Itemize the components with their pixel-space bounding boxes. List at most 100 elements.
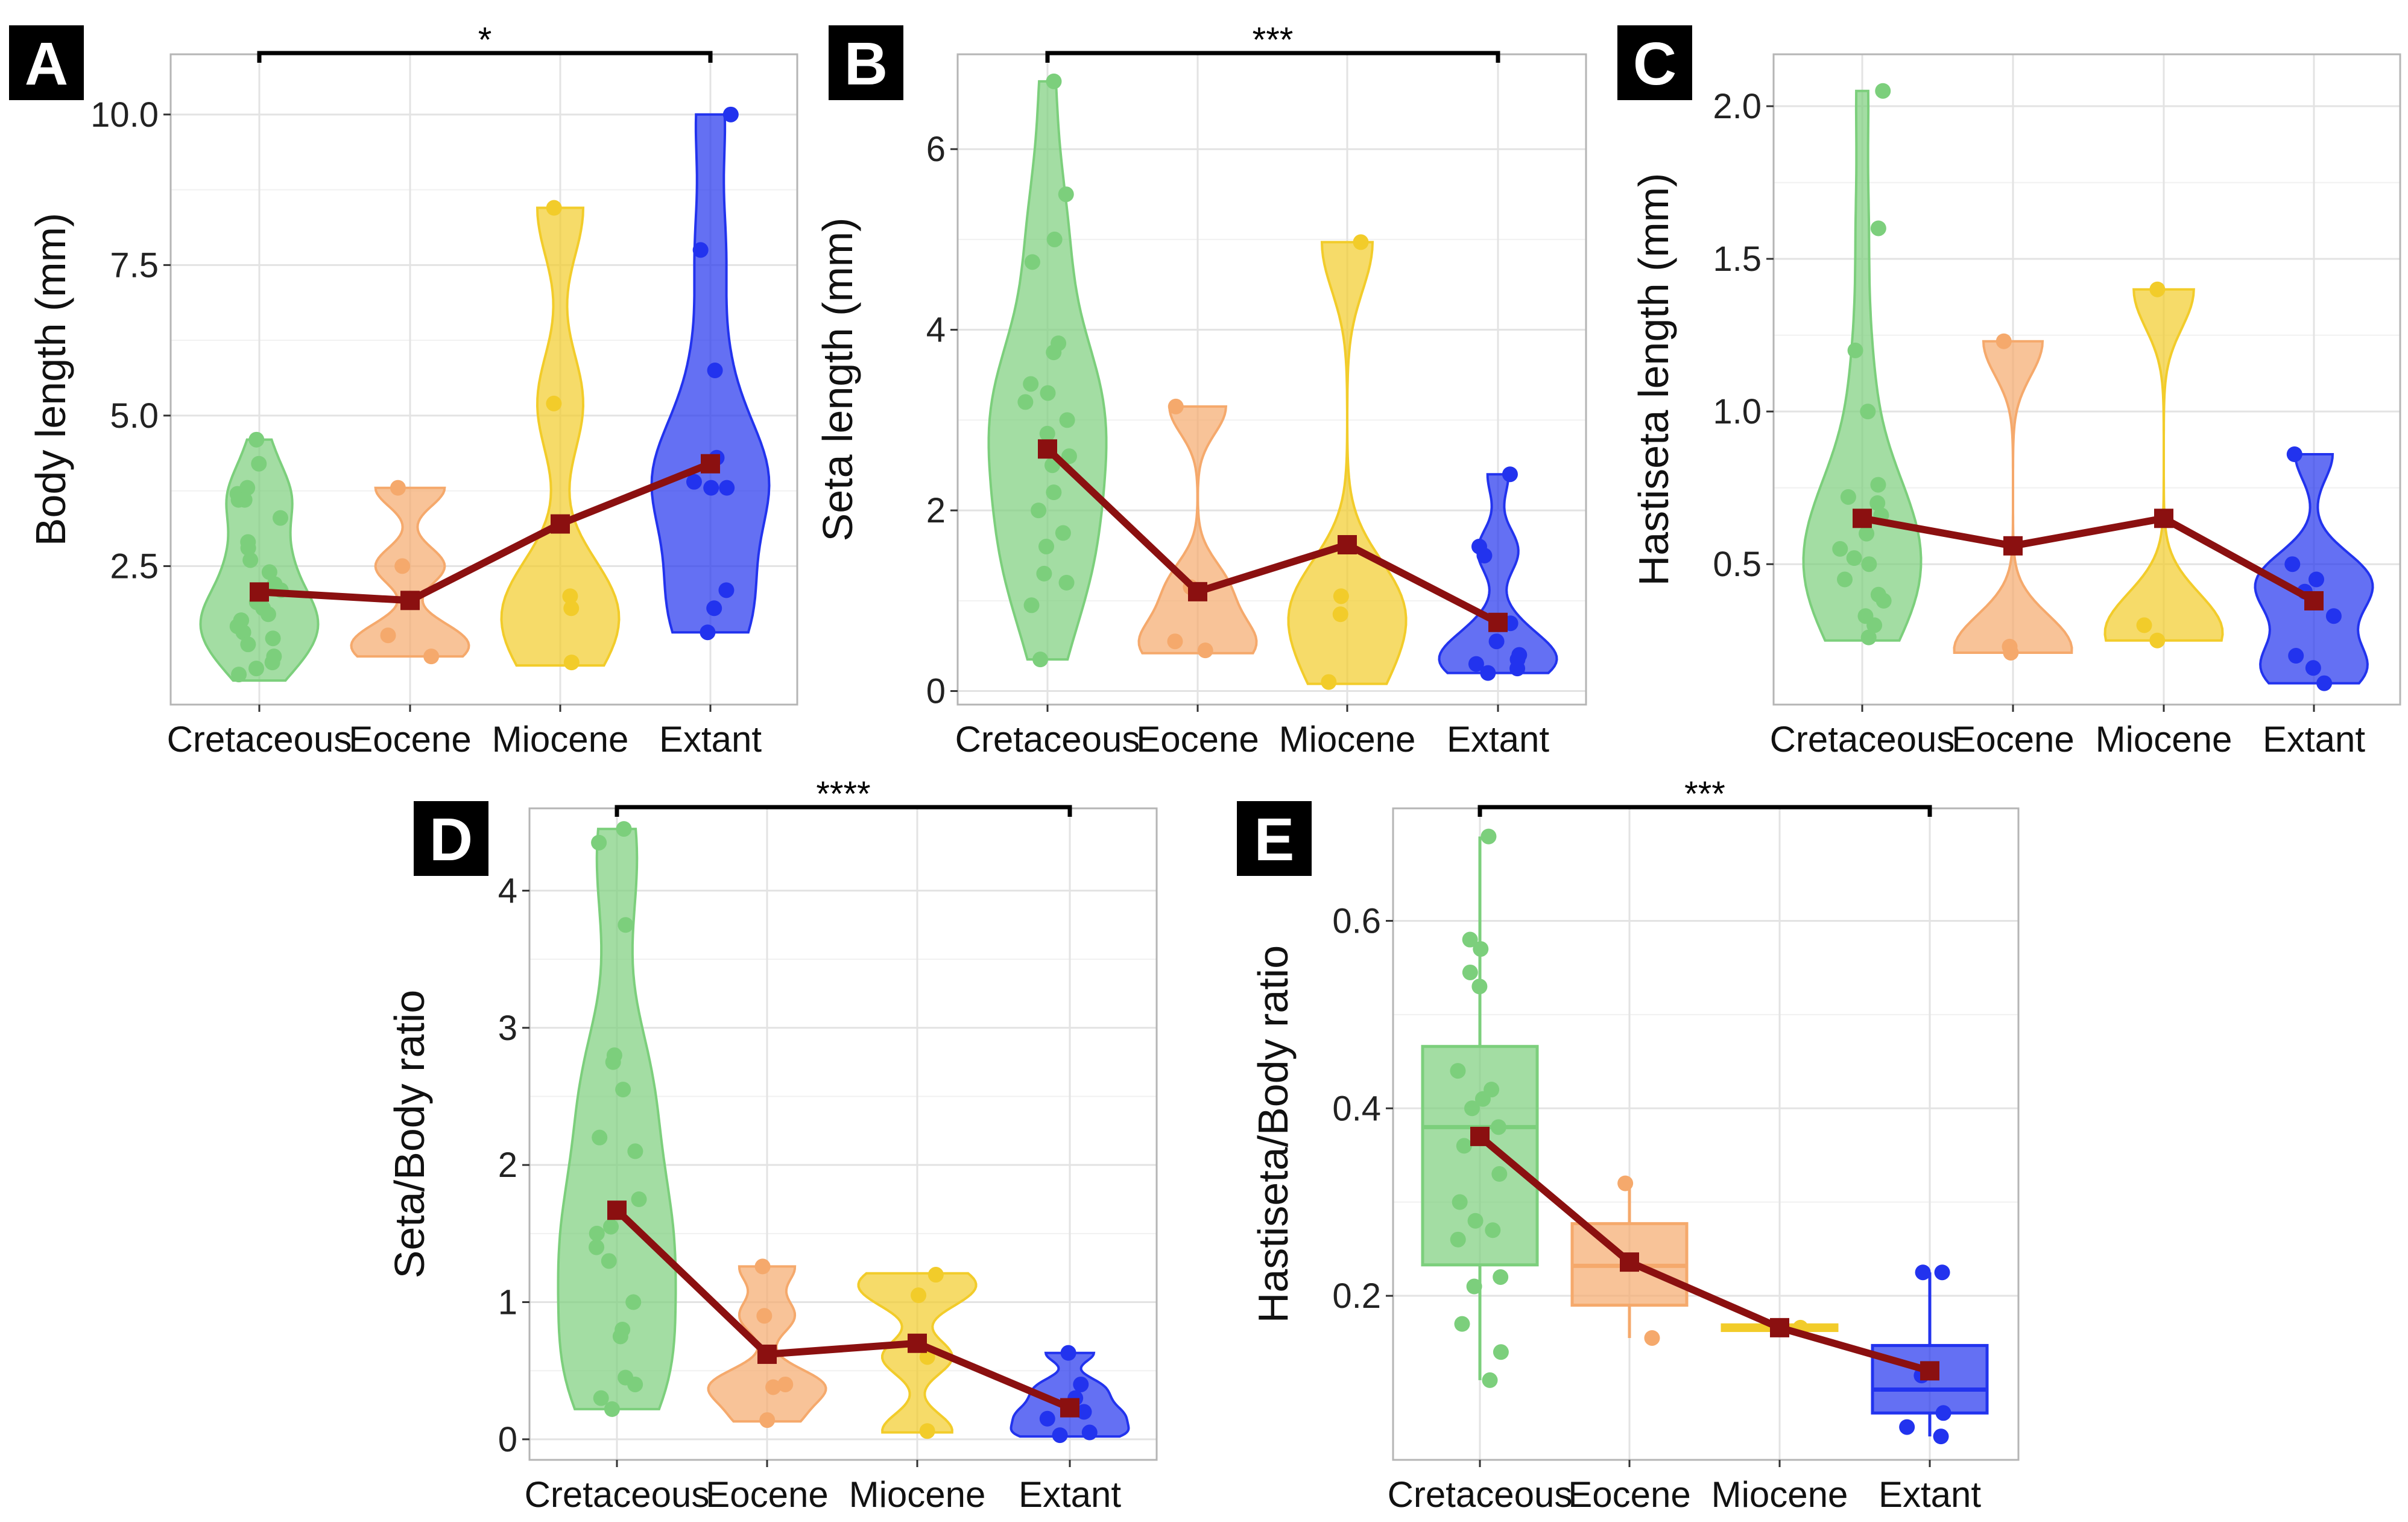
point-cretaceous	[1036, 565, 1052, 582]
mean-trend-line	[1477, 1134, 1931, 1375]
mean-marker-miocene	[1770, 1317, 1789, 1337]
point-cretaceous	[1869, 495, 1886, 511]
y-tick-label: 0.2	[1332, 1276, 1381, 1316]
point-extant	[2284, 556, 2301, 572]
y-axis-label: Hastiseta/Body ratio	[1250, 945, 1297, 1323]
point-cretaceous	[240, 540, 256, 556]
x-category-label: Cretaceous	[1388, 1474, 1573, 1515]
point-extant	[1502, 466, 1518, 483]
x-category-label: Eocene	[349, 719, 472, 759]
point-cretaceous	[264, 655, 280, 671]
violin-cretaceous	[987, 80, 1108, 661]
point-cretaceous	[612, 1328, 628, 1345]
point-cretaceous	[601, 1253, 617, 1269]
mean-trend-line	[1861, 515, 2316, 604]
point-eocene	[390, 480, 406, 496]
significance-label: ***	[1684, 775, 1725, 814]
point-miocene	[563, 655, 580, 671]
point-cretaceous	[1861, 556, 1877, 572]
point-cretaceous	[261, 564, 277, 580]
point-cretaceous	[251, 455, 267, 472]
mean-marker-extant	[701, 454, 720, 474]
point-extant	[692, 242, 709, 258]
y-tick-label: 3	[498, 1009, 517, 1048]
point-eocene	[1197, 642, 1213, 659]
significance-bracket	[615, 805, 1072, 817]
x-category-label: Extant	[1879, 1474, 1981, 1515]
point-extant	[2288, 648, 2304, 664]
violin-cretaceous	[199, 438, 320, 682]
point-miocene	[927, 1267, 944, 1283]
point-miocene	[1332, 606, 1348, 623]
point-cretaceous	[1039, 425, 1055, 442]
mean-marker-extant	[1060, 1398, 1079, 1418]
point-miocene	[911, 1287, 927, 1304]
point-eocene	[754, 1258, 771, 1275]
point-cretaceous	[240, 636, 256, 653]
y-tick-label: 10.0	[90, 95, 159, 135]
point-cretaceous	[1032, 652, 1049, 668]
point-cretaceous	[235, 624, 251, 641]
point-extant	[2308, 571, 2325, 588]
point-cretaceous	[1055, 525, 1071, 541]
point-cretaceous	[1859, 525, 1875, 542]
point-extant	[706, 600, 722, 617]
y-tick-label: 2.5	[110, 547, 159, 586]
point-extant	[1468, 656, 1484, 672]
y-axis-label: Seta/Body ratio	[386, 990, 433, 1279]
significance-bracket	[1477, 805, 1932, 817]
point-extant	[2286, 446, 2302, 462]
y-axis-label: Hastiseta length (mm)	[1630, 173, 1677, 586]
x-category-label: Cretaceous	[955, 719, 1140, 759]
point-cretaceous	[1493, 1269, 1509, 1285]
point-cretaceous	[1462, 964, 1478, 980]
significance-label: ****	[816, 775, 870, 814]
point-cretaceous	[1860, 404, 1876, 420]
point-cretaceous	[618, 917, 634, 933]
x-category-label: Miocene	[2096, 719, 2233, 759]
point-miocene	[2149, 632, 2166, 648]
x-category-label: Eocene	[1568, 1474, 1691, 1515]
point-extant	[1899, 1419, 1915, 1435]
point-cretaceous	[631, 1191, 647, 1207]
panel-letter-badge	[9, 25, 84, 100]
panel-letter-badge	[1617, 25, 1692, 100]
y-tick-label: 4	[498, 871, 517, 910]
point-cretaceous	[1454, 1316, 1470, 1332]
point-cretaceous	[604, 1401, 620, 1417]
point-cretaceous	[1024, 254, 1040, 270]
y-tick-label: 6	[926, 130, 946, 169]
mean-marker-extant	[1488, 612, 1508, 632]
point-extant	[1915, 1264, 1931, 1281]
point-cretaceous	[1866, 617, 1883, 633]
mean-marker-cretaceous	[1038, 439, 1057, 459]
point-cretaceous	[1467, 1213, 1484, 1229]
panel-letter: A	[25, 30, 68, 98]
y-tick-label: 0	[498, 1420, 517, 1459]
point-cretaceous	[1046, 73, 1062, 89]
point-eocene	[394, 558, 411, 574]
mean-marker-eocene	[400, 591, 420, 610]
point-cretaceous	[591, 834, 607, 851]
point-cretaceous	[230, 492, 247, 508]
point-cretaceous	[1471, 978, 1488, 995]
point-cretaceous	[1876, 592, 1892, 609]
y-axis-label: Body length (mm)	[27, 213, 74, 546]
point-eocene	[1617, 1175, 1634, 1191]
x-category-label: Eocene	[1951, 719, 2075, 759]
x-category-label: Miocene	[1711, 1474, 1848, 1515]
y-tick-label: 0	[926, 672, 946, 711]
mean-marker-miocene	[1338, 534, 1357, 554]
point-miocene	[562, 588, 578, 604]
panel-letter-badge	[829, 25, 903, 100]
point-cretaceous	[589, 1225, 605, 1241]
point-cretaceous	[1464, 1100, 1480, 1117]
y-tick-label: 0.4	[1332, 1089, 1381, 1128]
mean-marker-miocene	[2154, 509, 2173, 528]
point-cretaceous	[265, 630, 281, 647]
point-cretaceous	[1023, 376, 1039, 392]
